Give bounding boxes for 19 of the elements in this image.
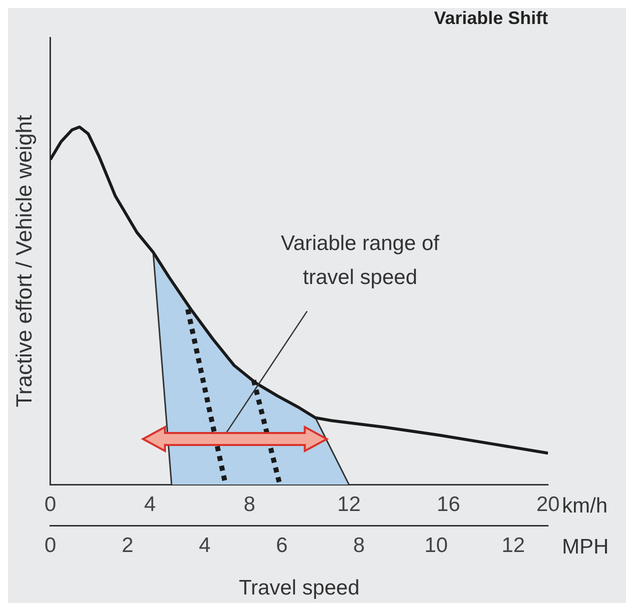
x-tick-label: 16: [436, 492, 460, 516]
x2-tick-label: 0: [44, 534, 56, 558]
x2-tick-label: 4: [198, 534, 211, 558]
x-tick-label: 0: [44, 492, 56, 516]
x2-tick-label: 12: [502, 534, 525, 558]
x2-tick-label: 2: [122, 534, 134, 558]
x2-tick-label: 8: [353, 534, 365, 558]
annotation: Variable range of travel speed: [280, 232, 440, 289]
chart-title: Variable Shift: [434, 8, 548, 28]
x-tick-label: 12: [337, 492, 361, 516]
y-axis-title: Tractive effort / Vehicle weight: [11, 114, 36, 408]
x2-tick-label: 6: [276, 534, 288, 558]
x-tick-label: 8: [244, 492, 256, 516]
x2-axis-title: MPH: [562, 536, 609, 559]
x-tick-label: 4: [144, 492, 156, 516]
x-axis-title: km/h: [562, 494, 608, 518]
x2-tick-label: 10: [424, 534, 448, 558]
text: Travel speed: [238, 576, 360, 600]
x-tick-label: 20: [536, 492, 560, 516]
